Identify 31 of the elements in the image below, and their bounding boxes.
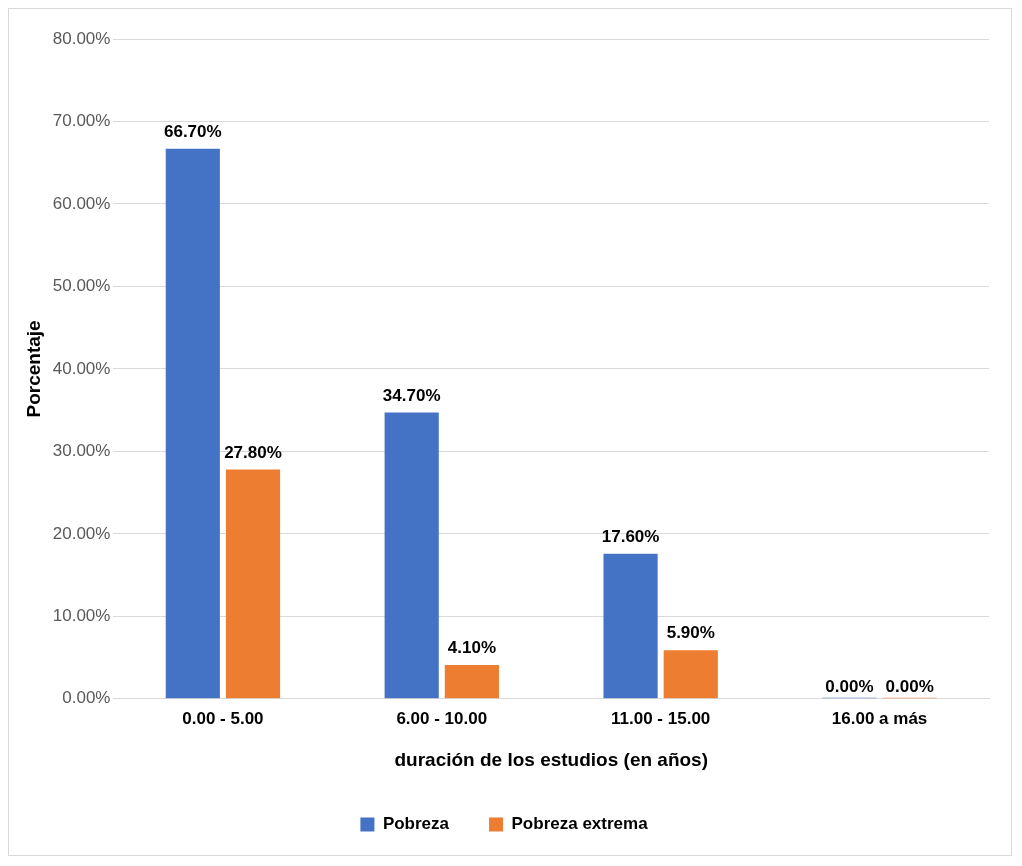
data-label: 34.70% <box>382 385 441 405</box>
data-label: 0.00% <box>825 676 874 696</box>
y-tick-label: 80.00% <box>52 28 111 48</box>
y-tick-label: 50.00% <box>52 276 111 296</box>
y-tick-label: 70.00% <box>52 111 111 131</box>
x-tick-label: 0.00 - 5.00 <box>182 708 264 728</box>
data-label: 0.00% <box>885 676 934 696</box>
data-label: 4.10% <box>447 638 496 658</box>
bar <box>663 650 718 699</box>
x-axis-title: duración de los estudios (en años) <box>394 748 708 770</box>
data-label: 66.70% <box>163 121 222 141</box>
bar <box>165 148 220 699</box>
bar <box>444 664 499 699</box>
legend-label: Pobreza extrema <box>511 814 649 834</box>
y-tick-label: 0.00% <box>62 688 111 708</box>
data-label: 17.60% <box>601 526 660 546</box>
y-axis-title: Porcentaje <box>22 320 44 418</box>
data-label: 27.80% <box>224 442 282 462</box>
bar <box>384 412 439 699</box>
y-tick-label: 60.00% <box>52 193 111 213</box>
x-tick-label: 11.00 - 15.00 <box>611 708 711 728</box>
bar <box>225 469 281 699</box>
bar <box>603 553 658 699</box>
y-tick-label: 10.00% <box>52 606 111 626</box>
y-tick-label: 40.00% <box>52 358 111 378</box>
legend-label: Pobreza <box>382 814 450 834</box>
x-tick-label: 6.00 - 10.00 <box>396 708 488 728</box>
x-tick-label: 16.00 a más <box>831 708 928 728</box>
y-tick-label: 20.00% <box>52 523 111 543</box>
y-tick-label: 30.00% <box>52 441 111 461</box>
data-label: 5.90% <box>666 623 715 643</box>
